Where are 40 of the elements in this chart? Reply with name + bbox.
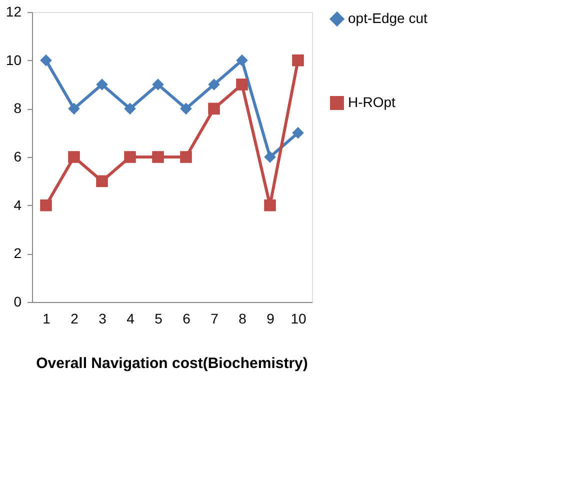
point <box>208 102 220 115</box>
y-tick-label: 12 <box>6 4 22 20</box>
legend-label: opt-Edge cut <box>348 10 428 26</box>
point <box>152 151 164 163</box>
x-tick-label: 10 <box>290 310 306 326</box>
x-tick-label: 8 <box>238 310 247 326</box>
point <box>68 102 80 115</box>
x-tick-label: 7 <box>210 310 219 326</box>
y-tick-label: 10 <box>6 52 22 68</box>
point <box>124 102 136 115</box>
y-tick-label: 0 <box>14 294 22 310</box>
point <box>40 199 52 212</box>
point <box>208 78 220 90</box>
x-tick-label: 4 <box>126 310 135 326</box>
point <box>124 151 136 163</box>
point <box>264 199 276 212</box>
point <box>292 54 304 66</box>
x-tick-label: 2 <box>70 310 79 326</box>
x-tick-label: 5 <box>154 310 163 326</box>
point <box>152 78 164 90</box>
point <box>40 54 52 66</box>
x-tick-label: 1 <box>42 310 51 326</box>
point <box>96 175 108 188</box>
point <box>292 126 304 139</box>
legend-label: H-ROpt <box>348 94 396 110</box>
point <box>236 54 248 66</box>
point <box>68 151 80 163</box>
point <box>236 78 248 90</box>
point <box>264 151 276 163</box>
y-tick-label: 4 <box>14 196 22 213</box>
point <box>96 78 108 90</box>
y-tick-label: 6 <box>14 148 22 164</box>
y-tick-label: 8 <box>14 100 22 116</box>
x-tick-label: 6 <box>182 310 191 326</box>
x-tick-label: 9 <box>266 310 275 326</box>
point <box>180 151 192 163</box>
y-tick-label: 2 <box>14 245 22 262</box>
point <box>180 102 192 115</box>
text: Overall Navigation cost(Biochemistry) <box>36 355 308 372</box>
x-tick-label: 3 <box>98 310 107 326</box>
